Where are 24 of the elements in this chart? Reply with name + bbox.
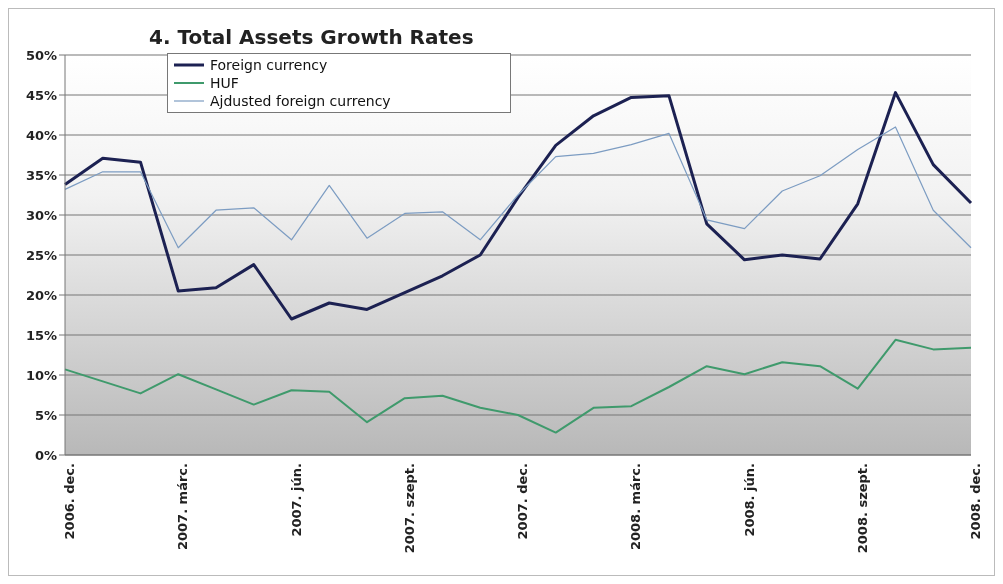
x-tick-label: 2006. dec. <box>62 463 78 540</box>
legend-label: Ajdusted foreign currency <box>210 92 391 110</box>
y-tick-label: 50% <box>25 47 57 63</box>
y-tick-label: 0% <box>34 447 57 463</box>
y-tick-label: 20% <box>25 287 57 303</box>
x-tick-label: 2008. szept. <box>854 463 870 554</box>
y-tick-label: 45% <box>25 87 57 103</box>
legend-label: Foreign currency <box>210 56 328 74</box>
y-tick-label: 40% <box>25 127 57 143</box>
x-tick-label: 2008. márc. <box>628 463 644 551</box>
y-tick-label: 35% <box>25 167 57 183</box>
chart-title: 4. Total Assets Growth Rates <box>149 25 474 49</box>
x-tick-label: 2007. szept. <box>401 463 417 554</box>
x-tick-label: 2007. márc. <box>175 463 191 551</box>
legend-label: HUF <box>210 74 239 92</box>
y-tick-label: 15% <box>25 327 57 343</box>
y-tick-label: 25% <box>25 247 57 263</box>
y-tick-label: 10% <box>25 367 57 383</box>
y-tick-label: 30% <box>25 207 57 223</box>
x-tick-label: 2008. dec. <box>968 463 984 540</box>
x-tick-label: 2008. jún. <box>741 463 757 537</box>
x-tick-label: 2007. jún. <box>288 463 304 537</box>
x-tick-label: 2007. dec. <box>515 463 531 540</box>
y-tick-label: 5% <box>34 407 57 423</box>
